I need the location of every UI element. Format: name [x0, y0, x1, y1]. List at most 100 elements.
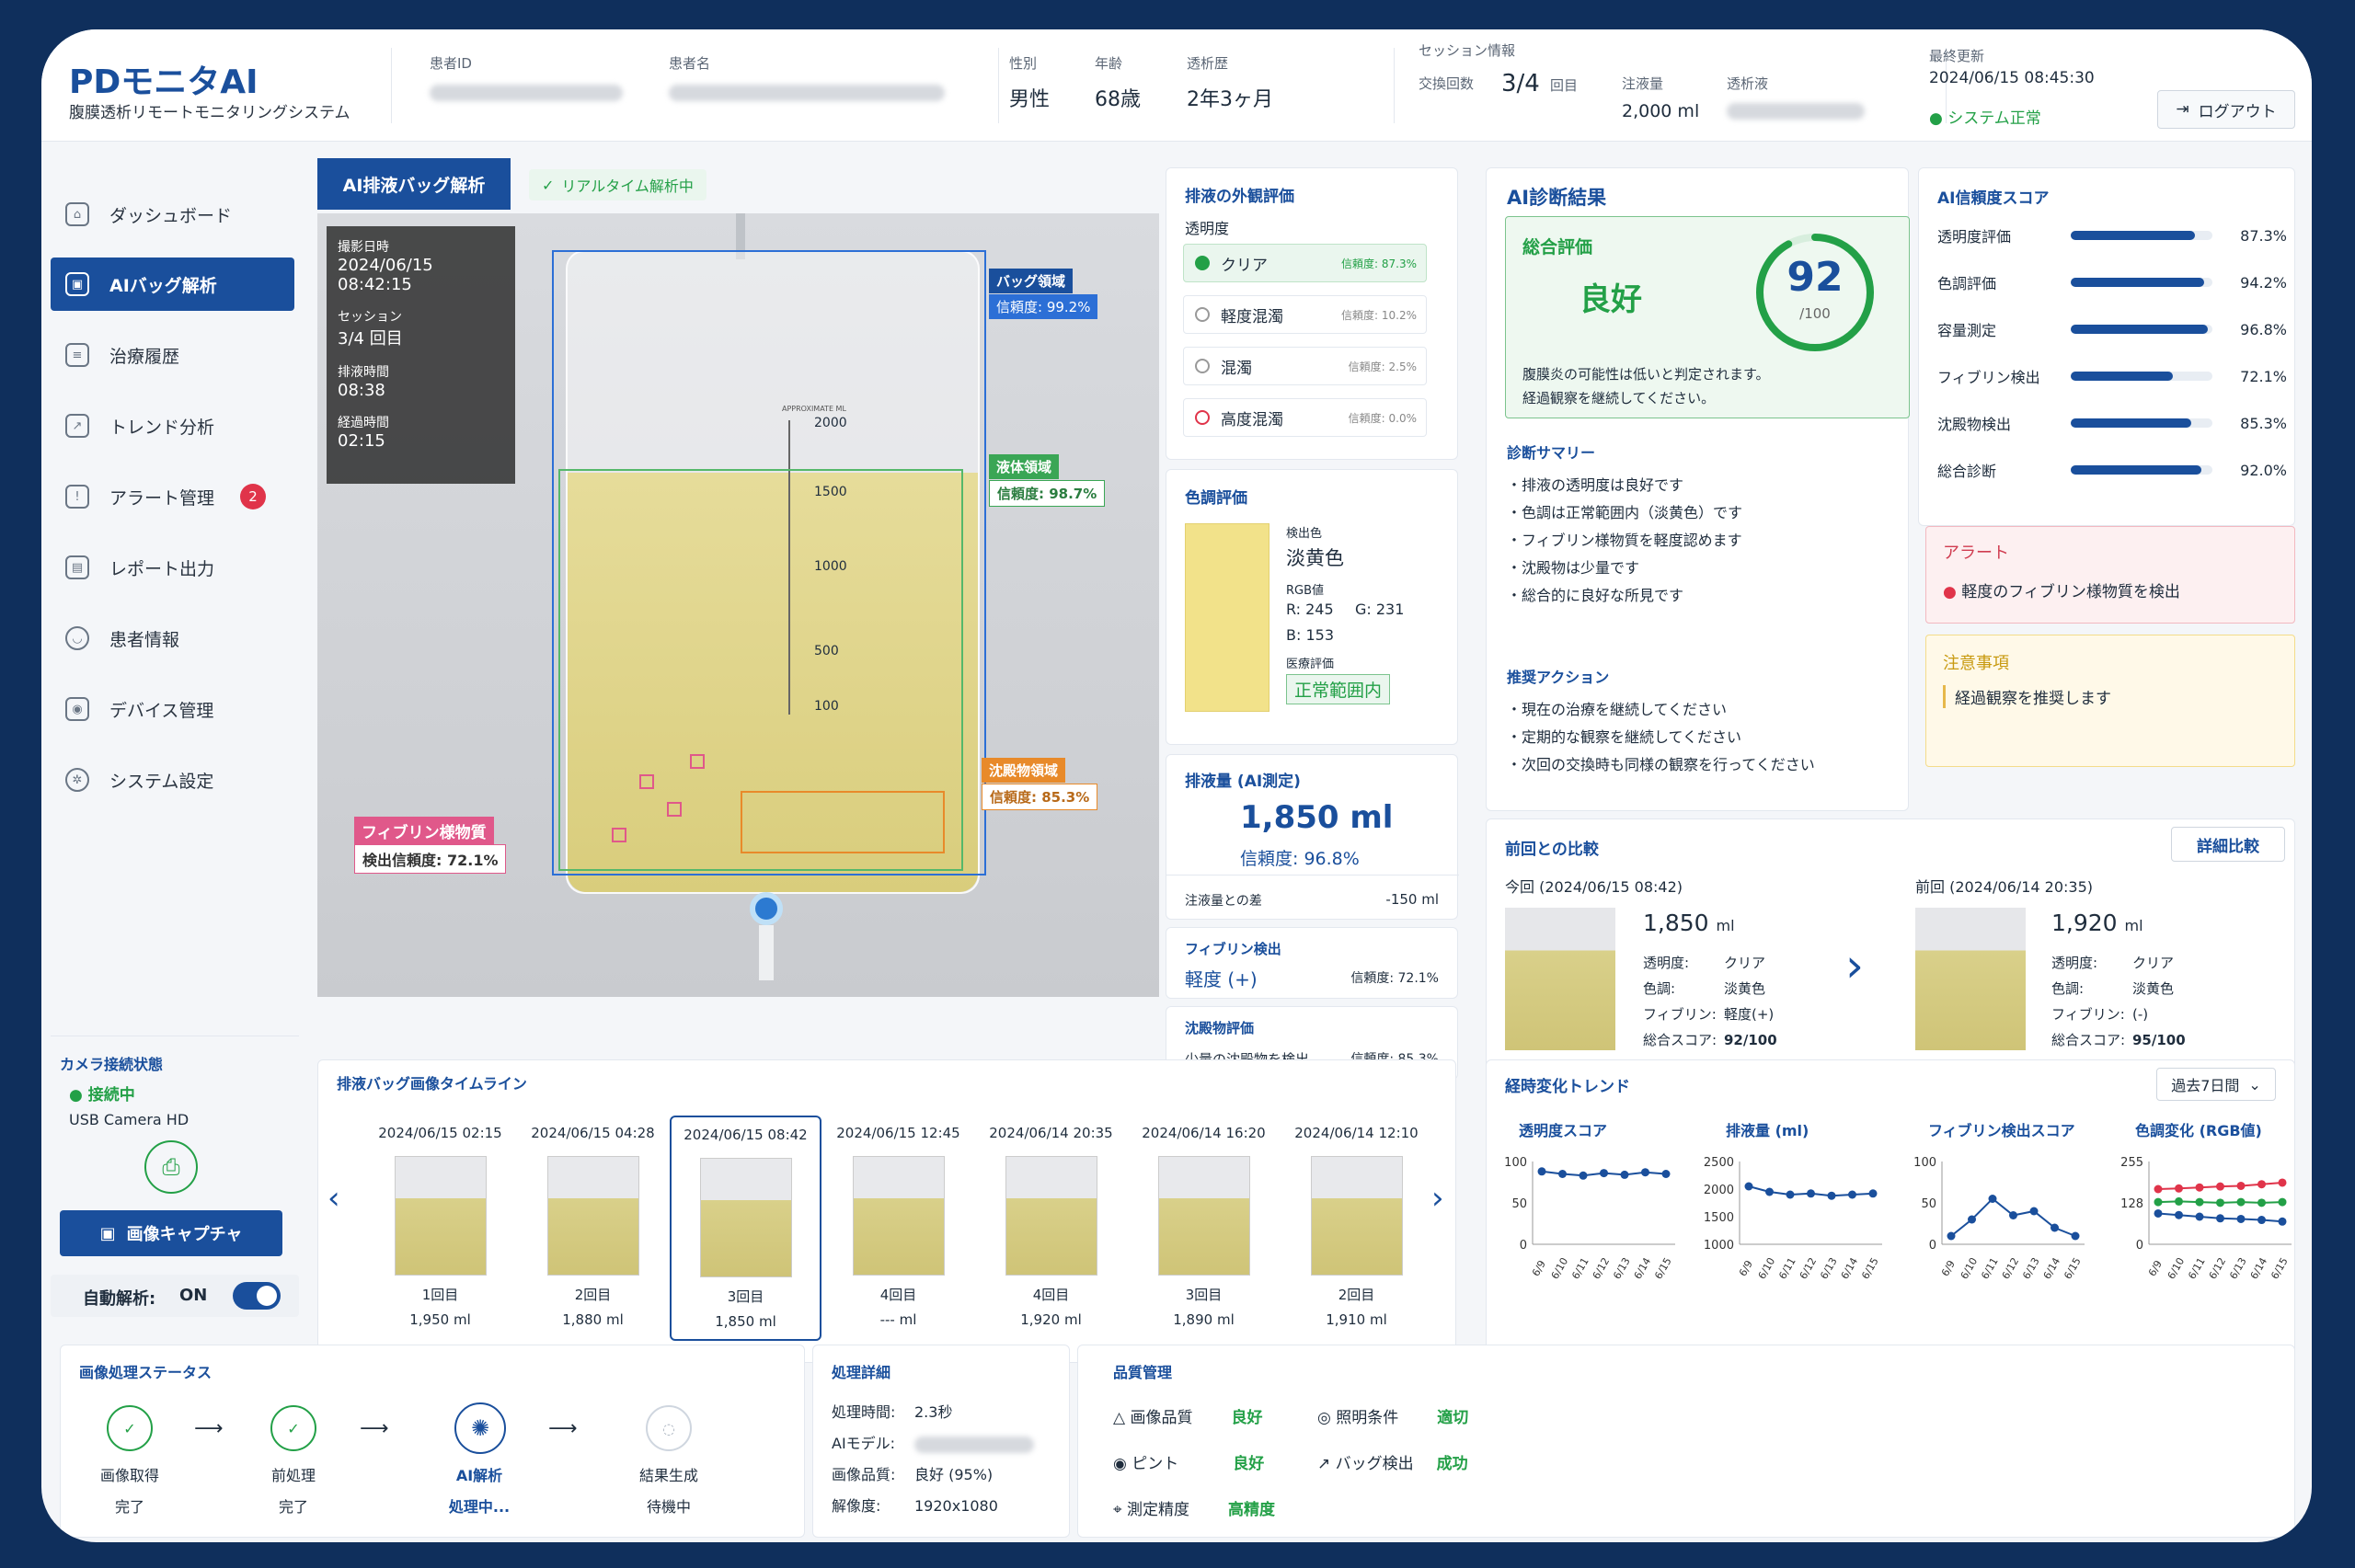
patient-name-value	[669, 85, 945, 105]
history-value: 2年3ヶ月	[1187, 88, 1273, 111]
timeline-thumbnail	[1157, 1156, 1250, 1276]
quality-title: 品質管理	[1113, 1364, 1173, 1381]
data-point	[2175, 1210, 2183, 1219]
clarity-option-severe[interactable]: 高度混濁 信頼度: 0.0%	[1183, 398, 1427, 437]
update-time: 2024/06/15 08:45:30	[1929, 69, 2095, 87]
exchange-value: 3/4	[1501, 70, 1540, 97]
timeline-item[interactable]: 2024/06/14 16:20 3回目 1,890 ml	[1142, 1125, 1266, 1328]
drain-diff: -150 ml	[1385, 891, 1439, 908]
logout-button[interactable]: ⇥ ログアウト	[2157, 90, 2295, 129]
nav-settings[interactable]: ✲ システム設定	[51, 753, 294, 807]
quality-card: 品質管理 △ 画像品質 良好 ◎ 照明条件 適切 ◉ ピント 良好 ↗ バッグ検出 成功…	[1077, 1345, 2295, 1538]
nav-patient[interactable]: ◡ 患者情報	[51, 612, 294, 665]
bag-region-label: バッグ領域	[989, 269, 1074, 293]
timeline-title: 排液バッグ画像タイムライン	[337, 1075, 527, 1093]
caution-box: 注意事項 経過観察を推奨します	[1925, 635, 2295, 767]
step-1-icon: ✓	[107, 1405, 153, 1451]
timeline-thumbnail	[394, 1156, 487, 1276]
x-tick-label: 6/12	[1798, 1255, 1820, 1281]
arrow-icon: ⟶	[548, 1417, 578, 1440]
nav-report[interactable]: ▤ レポート出力	[51, 541, 294, 594]
timeline-item[interactable]: 2024/06/15 04:28 2回目 1,880 ml	[531, 1125, 655, 1328]
volume-label: 注液量	[1622, 75, 1664, 92]
nav-dashboard[interactable]: ⌂ ダッシュボード	[51, 188, 294, 241]
nav-ai-bag-analysis[interactable]: ▣ AIバッグ解析	[51, 258, 294, 311]
data-point	[1786, 1190, 1795, 1199]
nav-device[interactable]: ◉ デバイス管理	[51, 682, 294, 736]
fibrin-value: 軽度 (+)	[1185, 968, 1258, 990]
timeline-thumbnail	[1310, 1156, 1403, 1276]
clarity-option-turbid[interactable]: 混濁 信頼度: 2.5%	[1183, 347, 1427, 385]
action-title: 推奨アクション	[1507, 669, 1610, 686]
x-tick-label: 6/14	[1632, 1255, 1654, 1281]
camera-icon: ⎙	[144, 1140, 198, 1194]
triangle-icon: △	[1113, 1409, 1126, 1427]
y-tick-label: 0	[1520, 1239, 1527, 1253]
x-tick-label: 6/12	[2000, 1255, 2022, 1281]
data-point	[1968, 1215, 1976, 1224]
nav-history[interactable]: ≡ 治療履歴	[51, 328, 294, 382]
clarity-option-mild[interactable]: 軽度混濁 信頼度: 10.2%	[1183, 295, 1427, 334]
timeline-item[interactable]: 2024/06/15 08:42 3回目 1,850 ml	[670, 1116, 821, 1341]
step-1-label: 画像取得	[99, 1467, 159, 1484]
bag-image: APPROXIMATE ML 2000 1500 1000 500 100 バッ…	[317, 213, 1159, 997]
confidence-row: 容量測定 96.8%	[1937, 320, 2287, 340]
data-point	[1620, 1170, 1629, 1179]
trend-range-select[interactable]: 過去7日間 ⌄	[2156, 1068, 2276, 1101]
timeline-item[interactable]: 2024/06/14 12:10 2回目 1,910 ml	[1294, 1125, 1419, 1328]
x-tick-label: 6/10	[1756, 1255, 1778, 1281]
y-tick-label: 2500	[1704, 1156, 1734, 1170]
summary-title: 診断サマリー	[1507, 444, 1596, 462]
x-tick-label: 6/10	[1959, 1255, 1981, 1281]
confidence-row: フィブリン検出 72.1%	[1937, 367, 2287, 387]
timeline-item[interactable]: 2024/06/15 02:15 1回目 1,950 ml	[378, 1125, 502, 1328]
step-2-state: 完了	[278, 1498, 308, 1516]
nav-alerts[interactable]: ! アラート管理 2	[51, 470, 294, 523]
fibrin-card: フィブリン検出 軽度 (+) 信頼度: 72.1%	[1166, 927, 1458, 999]
quality-lighting: ◎ 照明条件 適切	[1317, 1409, 1469, 1427]
timeline-next-icon[interactable]: ›	[1431, 1180, 1444, 1217]
color-eval-card: 色調評価 検出色 淡黄色 RGB値 R: 245 G: 231 B: 153 医…	[1166, 469, 1458, 745]
rgb-label: RGB値	[1286, 584, 1325, 598]
patient-id-value	[430, 85, 623, 105]
diagnosis-comment-1: 腹膜炎の可能性は低いと判定されます。	[1522, 366, 1770, 383]
overall-box: 総合評価 良好 92 /100 腹膜炎の可能性は低いと判定されます。 経過観察を…	[1505, 216, 1910, 418]
timeline-thumbnail	[699, 1158, 792, 1277]
data-point	[1868, 1189, 1878, 1198]
fibrin-title: フィブリン検出	[1185, 941, 1281, 957]
timeline-item[interactable]: 2024/06/14 20:35 4回目 1,920 ml	[989, 1125, 1113, 1328]
compare-prev-details: 透明度: クリア 色調: 淡黄色 フィブリン: (-) 総合スコア: 95/100	[2051, 955, 2186, 1048]
tab-ai-bag-analysis[interactable]: AI排液バッグ解析	[317, 158, 511, 210]
fluid-value	[1727, 103, 1865, 123]
appearance-title: 排液の外観評価	[1185, 188, 1294, 206]
x-tick-label: 6/11	[1776, 1255, 1798, 1281]
data-point	[2175, 1196, 2183, 1206]
data-point	[2154, 1197, 2163, 1207]
x-tick-label: 6/11	[1979, 1255, 2001, 1281]
exchange-unit: 回目	[1550, 77, 1579, 94]
nav-trend[interactable]: ↗ トレンド分析	[51, 399, 294, 452]
clarity-option-clear[interactable]: クリア 信頼度: 87.3%	[1183, 244, 1427, 282]
fibrin-conf: 検出信頼度: 72.1%	[354, 844, 507, 874]
confidence-card: AI信頼度スコア 透明度評価 87.3% 色調評価 94.2% 容量測定 96.8% フィブ…	[1918, 167, 2295, 526]
drain-diff-label: 注液量との差	[1185, 894, 1262, 909]
report-icon: ▤	[65, 555, 89, 579]
detail-compare-button[interactable]: 詳細比較	[2171, 827, 2285, 862]
patient-name-label: 患者名	[669, 55, 711, 72]
scale-1000: 1000	[814, 559, 847, 574]
sediment-region-conf: 信頼度: 85.3%	[982, 784, 1098, 810]
capture-button[interactable]: ▣ 画像キャプチャ	[60, 1210, 282, 1256]
data-point	[2154, 1208, 2163, 1218]
timeline-item[interactable]: 2024/06/15 12:45 4回目 --- ml	[836, 1125, 960, 1328]
y-tick-label: 2000	[1704, 1184, 1734, 1197]
compare-now-image	[1505, 908, 1615, 1050]
drain-conf: 信頼度: 96.8%	[1240, 849, 1360, 869]
scale-2000: 2000	[814, 416, 847, 430]
data-point	[1848, 1190, 1856, 1199]
data-point	[2257, 1198, 2266, 1207]
compare-prev-label: 前回 (2024/06/14 20:35)	[1915, 878, 2093, 896]
x-tick-label: 6/13	[2020, 1255, 2042, 1281]
data-point	[2278, 1197, 2287, 1207]
timeline-prev-icon[interactable]: ‹	[327, 1180, 340, 1217]
auto-analysis-toggle[interactable]	[233, 1282, 281, 1310]
